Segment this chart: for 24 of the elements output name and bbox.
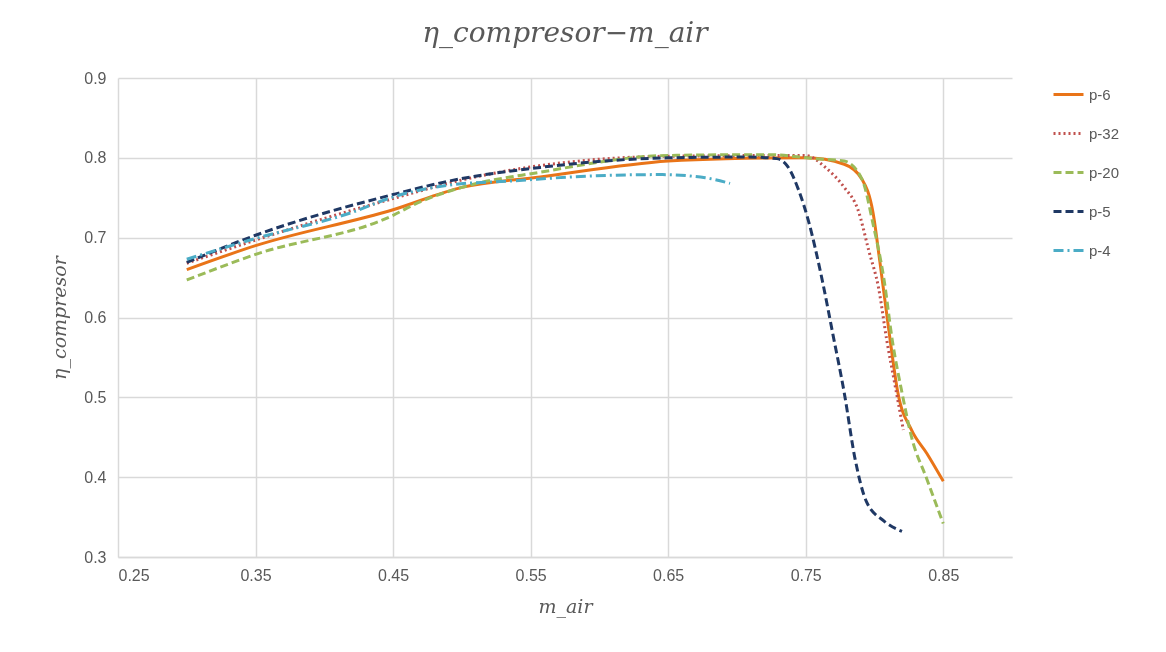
- y-tick-label: 0.7: [84, 229, 107, 247]
- legend-label: p-32: [1089, 124, 1120, 142]
- x-tick-label: 0.25: [118, 566, 150, 584]
- x-tick-label: 0.85: [928, 566, 960, 584]
- x-tick-label: 0.75: [790, 566, 822, 584]
- x-tick-label: 0.35: [240, 566, 272, 584]
- x-tick-label: 0.55: [515, 566, 547, 584]
- legend-label: p-5: [1089, 202, 1111, 220]
- line-series: [185, 153, 905, 432]
- legend-label: p-20: [1089, 163, 1120, 181]
- y-tick-label: 0.8: [84, 149, 107, 167]
- y-tick-label: 0.6: [84, 309, 107, 326]
- chart-title: η_compresor−m_air: [422, 16, 710, 49]
- y-tick-label: 0.4: [84, 468, 107, 486]
- y-axis-title: η_compresor: [48, 254, 72, 380]
- line-series: [185, 173, 732, 261]
- legend-label: p-4: [1089, 241, 1111, 259]
- legend-label: p-6: [1089, 85, 1111, 103]
- x-tick-label: 0.65: [653, 566, 685, 584]
- x-axis-title: m_air: [538, 594, 595, 618]
- x-tick-label: 0.45: [378, 566, 410, 584]
- y-tick-label: 0.9: [84, 69, 107, 87]
- y-tick-label: 0.3: [84, 548, 107, 566]
- y-tick-label: 0.5: [84, 388, 107, 406]
